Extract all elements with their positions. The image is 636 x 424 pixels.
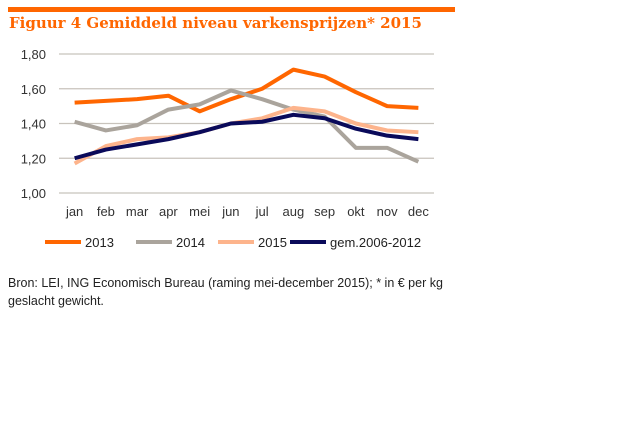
x-tick-label: okt	[347, 204, 365, 219]
x-tick-label: sep	[314, 204, 335, 219]
y-tick-label: 1,00	[21, 186, 46, 201]
legend-label: 2014	[176, 235, 205, 250]
x-tick-label: dec	[408, 204, 429, 219]
x-tick-label: jan	[65, 204, 83, 219]
x-tick-label: aug	[283, 204, 305, 219]
x-tick-label: mei	[189, 204, 210, 219]
legend-label: 2013	[85, 235, 114, 250]
line-chart: 1,00 1,20 1,40 1,60 1,80 jan feb mar apr mei jun ju…	[21, 47, 434, 250]
y-tick-label: 1,60	[21, 82, 46, 97]
y-tick-label: 1,40	[21, 117, 46, 132]
series-line-2014	[74, 88, 420, 164]
source-note: Bron: LEI, ING Economisch Bureau (raming…	[8, 276, 443, 308]
y-tick-label: 1,20	[21, 151, 46, 166]
x-tick-label: apr	[159, 204, 178, 219]
legend-label: 2015	[258, 235, 287, 250]
chart-title: Figuur 4 Gemiddeld niveau varkensprijzen…	[9, 14, 422, 32]
header-bar	[8, 7, 455, 12]
x-tick-label: mar	[126, 204, 149, 219]
x-tick-label: nov	[377, 204, 398, 219]
series-line-gem.2006-2012	[74, 112, 419, 161]
legend-label: gem.2006-2012	[330, 235, 421, 250]
y-tick-label: 1,80	[21, 47, 46, 62]
x-tick-label: jun	[221, 204, 239, 219]
x-tick-label: feb	[97, 204, 115, 219]
series-line-2015	[73, 105, 419, 166]
series-line-2013	[74, 67, 419, 114]
x-tick-label: jul	[255, 204, 269, 219]
